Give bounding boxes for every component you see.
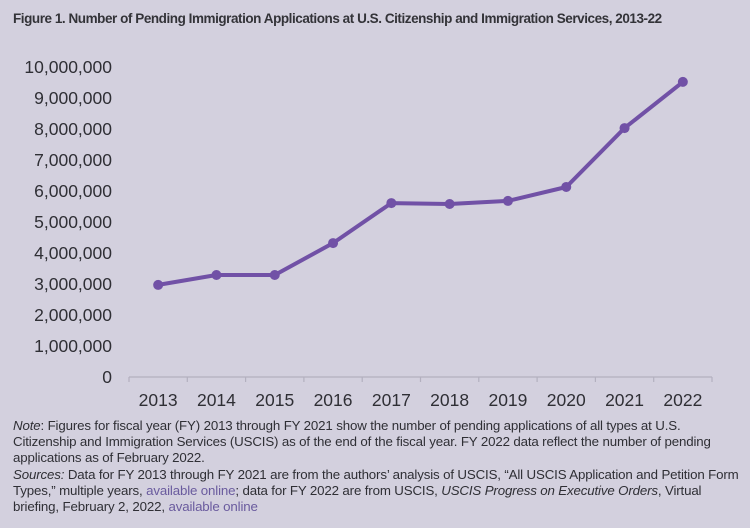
y-tick-label: 4,000,000 [34, 243, 112, 263]
sources-paragraph: Sources: Data for FY 2013 through FY 202… [13, 467, 743, 516]
sources-text-2: ; data for FY 2022 are from USCIS, [235, 482, 442, 498]
x-tick-label: 2016 [314, 390, 353, 410]
y-tick-label: 6,000,000 [34, 181, 112, 201]
x-tick-label: 2017 [372, 390, 411, 410]
series-line [156, 79, 685, 287]
data-point-2017 [386, 198, 397, 209]
note-label: Note [13, 418, 41, 433]
x-axis: 2013 2014 2015 2016 2017 2018 2019 2020 2021 2022 [128, 376, 713, 410]
note-paragraph: Note: Figures for fiscal year (FY) 2013 … [13, 418, 743, 467]
sources-label: Sources: [13, 466, 65, 482]
y-tick-label: 5,000,000 [34, 212, 112, 232]
sources-publication-title: USCIS Progress on Executive Orders [441, 482, 658, 498]
x-tick-label: 2020 [547, 390, 586, 410]
x-tick-label: 2015 [255, 390, 294, 410]
data-point-2015 [269, 270, 280, 281]
x-tick-label: 2021 [605, 390, 644, 410]
available-online-link-1[interactable]: available online [146, 482, 236, 498]
y-axis: 0 1,000,000 2,000,000 3,000,000 4,000,000 5,0… [24, 57, 112, 387]
y-tick-label: 2,000,000 [34, 305, 112, 325]
y-tick-label: 1,000,000 [34, 336, 112, 356]
sources-text-3: , Virtual briefing, February 2, 2022, [13, 482, 702, 515]
y-tick-label: 8,000,000 [34, 119, 112, 139]
sources-text-1: Data for FY 2013 through FY 2021 are fro… [13, 466, 739, 498]
data-point-2020 [561, 181, 572, 192]
note-text: : Figures for fiscal year (FY) 2013 thro… [13, 418, 711, 466]
line-chart: 0 1,000,000 2,000,000 3,000,000 4,000,000 5,0… [24, 57, 713, 410]
figure-notes: Note: Figures for fiscal year (FY) 2013 … [13, 418, 743, 515]
data-point-2016 [328, 238, 339, 249]
data-point-2022 [677, 76, 688, 87]
x-tick-label: 2014 [197, 390, 236, 410]
y-tick-label: 7,000,000 [34, 150, 112, 170]
x-tick-label: 2013 [139, 390, 178, 410]
x-tick-label: 2019 [488, 390, 527, 410]
y-tick-label: 10,000,000 [24, 57, 112, 77]
y-tick-label: 9,000,000 [34, 88, 112, 108]
y-tick-label: 3,000,000 [34, 274, 112, 294]
y-tick-label: 0 [102, 367, 112, 387]
data-point-2014 [211, 270, 222, 281]
available-online-link-2[interactable]: available online [168, 499, 258, 515]
x-tick-label: 2018 [430, 390, 469, 410]
figure-title: Figure 1. Number of Pending Immigration … [13, 11, 662, 26]
data-point-2019 [502, 195, 513, 206]
data-point-2021 [619, 123, 630, 134]
series-pending-applications [153, 76, 688, 290]
x-tick-label: 2022 [663, 390, 702, 410]
data-point-2013 [153, 279, 164, 290]
data-point-2018 [444, 199, 455, 210]
